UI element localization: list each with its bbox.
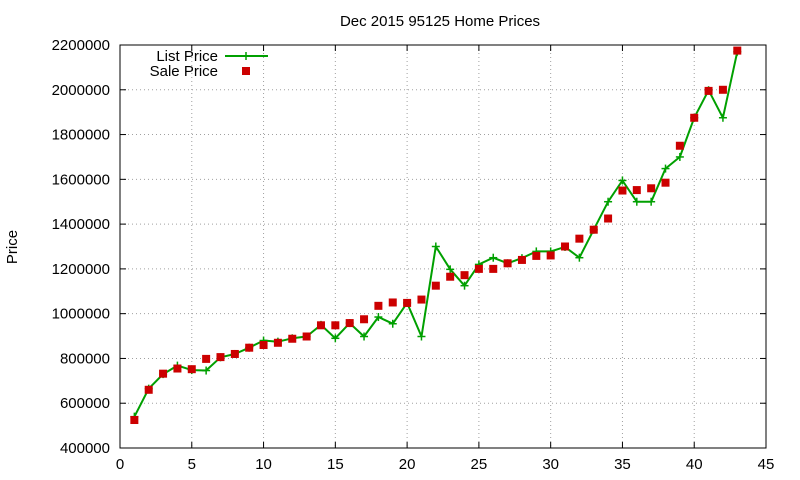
list-price-point bbox=[489, 253, 498, 262]
sale-price-point bbox=[388, 298, 397, 307]
sale-price-point bbox=[374, 301, 383, 310]
sale-price-point bbox=[273, 338, 282, 347]
sale-price-point bbox=[316, 321, 325, 330]
grid-lines bbox=[120, 45, 766, 448]
sale-price-point bbox=[575, 234, 584, 243]
list-price-point bbox=[360, 332, 369, 341]
sale-price-point bbox=[561, 242, 570, 251]
x-tick-label: 40 bbox=[686, 456, 703, 473]
list-price-point bbox=[647, 197, 656, 206]
sale-price-point bbox=[302, 332, 311, 341]
sale-price-point bbox=[704, 86, 713, 95]
y-axis-label: Price bbox=[4, 230, 21, 264]
x-tick-label: 30 bbox=[542, 456, 559, 473]
sale-price-point bbox=[159, 369, 168, 378]
sale-price-point bbox=[532, 251, 541, 260]
sale-price-point bbox=[589, 225, 598, 234]
sale-price-point bbox=[661, 178, 670, 187]
sale-price-point bbox=[259, 341, 268, 350]
sale-price-point bbox=[690, 113, 699, 122]
sale-price-point bbox=[474, 264, 483, 273]
sale-price-point bbox=[632, 186, 641, 195]
x-tick-label: 10 bbox=[255, 456, 272, 473]
list-price-point bbox=[604, 197, 613, 206]
series-layer bbox=[130, 46, 742, 425]
sale-price-point bbox=[403, 298, 412, 307]
sale-price-point bbox=[718, 85, 727, 94]
sale-price-point bbox=[647, 184, 656, 193]
sale-price-point bbox=[245, 343, 254, 352]
sale-price-point bbox=[446, 272, 455, 281]
y-tick-label: 1000000 bbox=[52, 306, 110, 323]
sale-price-point bbox=[546, 251, 555, 260]
list-price-line bbox=[133, 51, 739, 418]
list-price-point bbox=[460, 281, 469, 290]
plot-area-frame bbox=[119, 44, 767, 449]
x-tick-label: 5 bbox=[188, 456, 196, 473]
x-tick-label: 35 bbox=[614, 456, 631, 473]
sale-price-point bbox=[460, 271, 469, 280]
y-tick-label: 400000 bbox=[60, 440, 110, 457]
sale-price-point bbox=[187, 365, 196, 374]
x-tick-label: 20 bbox=[399, 456, 416, 473]
sale-price-point bbox=[144, 385, 153, 394]
list-price-point bbox=[388, 319, 397, 328]
list-price-point bbox=[202, 366, 211, 375]
y-tick-label: 1400000 bbox=[52, 216, 110, 233]
y-tick-label: 1200000 bbox=[52, 261, 110, 278]
sale-price-point bbox=[216, 353, 225, 362]
sale-price-point bbox=[202, 354, 211, 363]
axis-ticks: 400000 600000 800000 1000000 1200000 1400000 1… bbox=[52, 37, 775, 473]
y-tick-label: 1800000 bbox=[52, 127, 110, 144]
legend-label-list-price: List Price bbox=[156, 48, 218, 65]
sale-price-point bbox=[288, 334, 297, 343]
x-tick-label: 45 bbox=[758, 456, 775, 473]
sale-price-point bbox=[675, 141, 684, 150]
list-price-point bbox=[331, 334, 340, 343]
list-price-point bbox=[446, 265, 455, 274]
sale-price-point bbox=[360, 315, 369, 324]
list-price-point bbox=[575, 253, 584, 262]
y-tick-label: 2200000 bbox=[52, 37, 110, 54]
list-price-point bbox=[661, 164, 670, 173]
sale-price-point bbox=[173, 364, 182, 373]
sale-price-point bbox=[130, 416, 139, 425]
y-tick-label: 600000 bbox=[60, 395, 110, 412]
list-price-point bbox=[417, 332, 426, 341]
sale-price-point bbox=[230, 349, 239, 358]
y-tick-label: 2000000 bbox=[52, 82, 110, 99]
list-price-point bbox=[718, 113, 727, 122]
list-price-point bbox=[675, 152, 684, 161]
y-tick-label: 1600000 bbox=[52, 171, 110, 188]
sale-price-point bbox=[618, 186, 627, 195]
sale-price-point bbox=[417, 295, 426, 304]
y-tick-label: 800000 bbox=[60, 350, 110, 367]
legend: List Price Sale Price bbox=[150, 48, 268, 80]
sale-price-point bbox=[733, 46, 742, 55]
sale-price-point bbox=[331, 321, 340, 330]
sale-price-point bbox=[489, 264, 498, 273]
list-price-point bbox=[374, 313, 383, 322]
x-tick-label: 0 bbox=[116, 456, 124, 473]
x-tick-label: 25 bbox=[471, 456, 488, 473]
sale-price-point bbox=[345, 319, 354, 328]
legend-label-sale-price: Sale Price bbox=[150, 63, 218, 80]
chart-title: Dec 2015 95125 Home Prices bbox=[340, 13, 540, 30]
sale-price-point bbox=[517, 255, 526, 264]
list-price-point bbox=[632, 197, 641, 206]
sale-price-point bbox=[604, 214, 613, 223]
x-tick-label: 15 bbox=[327, 456, 344, 473]
sale-price-point bbox=[431, 281, 440, 290]
legend-marker-sale-price bbox=[242, 67, 250, 75]
list-price-point bbox=[431, 242, 440, 251]
list-price-point bbox=[618, 176, 627, 185]
sale-price-point bbox=[503, 259, 512, 268]
legend-marker-list-price bbox=[242, 52, 250, 60]
